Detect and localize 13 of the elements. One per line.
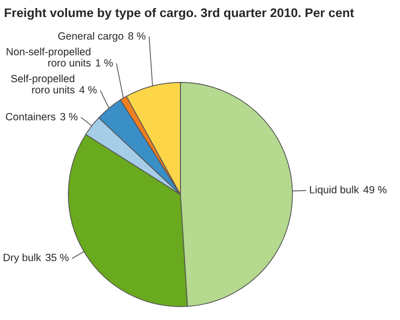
slice-label: Dry bulk xyxy=(4,254,42,264)
slice-label: General cargo xyxy=(58,32,124,42)
data-label: 3 % xyxy=(60,112,78,120)
slice-label: Liquid bulk xyxy=(310,186,360,196)
chart-title: Freight volume by type of cargo. 3rd quarter 2010. Per cent xyxy=(4,8,354,20)
data-label: 49 % xyxy=(363,186,387,194)
slice-label: Self-propelled roro units xyxy=(11,74,75,94)
slice-label: Non-self-propelled roro units xyxy=(6,48,91,67)
data-label: 1 % xyxy=(96,59,113,67)
data-label: 4 % xyxy=(79,86,97,94)
data-label: 35 % xyxy=(46,254,69,262)
data-label: 8 % xyxy=(128,32,146,40)
slice-label: Containers xyxy=(6,112,56,120)
